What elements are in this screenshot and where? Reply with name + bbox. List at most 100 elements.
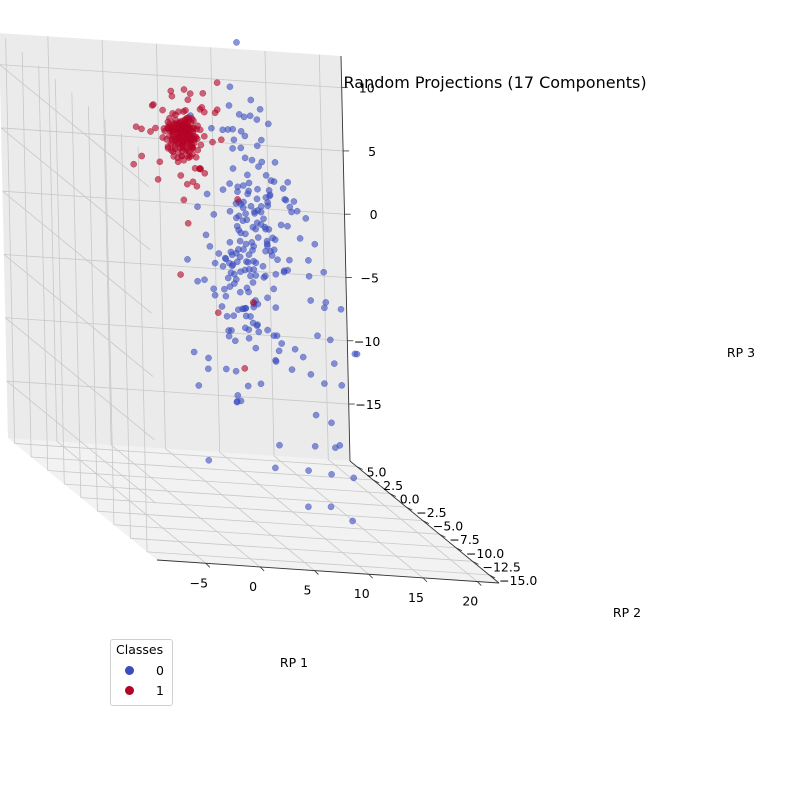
x-grid-back <box>101 39 112 445</box>
point-class-0 <box>241 154 249 162</box>
point-class-0 <box>232 249 240 257</box>
x-tick-mark <box>314 570 319 575</box>
point-class-0 <box>239 217 247 225</box>
y-tick-mark <box>389 493 396 497</box>
point-class-0 <box>218 303 226 310</box>
point-class-1 <box>138 125 145 133</box>
x-grid-back <box>210 47 221 453</box>
point-class-1 <box>156 158 164 166</box>
point-class-1 <box>193 182 201 190</box>
data-points <box>130 39 361 525</box>
point-class-1 <box>185 154 193 161</box>
point-class-0 <box>246 112 254 120</box>
point-class-0 <box>219 186 227 193</box>
point-class-0 <box>219 262 227 270</box>
y-tick-label: −15.0 <box>499 573 537 588</box>
point-class-0 <box>260 215 267 223</box>
z-tick-label: −15 <box>355 397 381 412</box>
point-class-0 <box>208 124 215 132</box>
point-class-1 <box>166 114 173 122</box>
x-tick-label: 10 <box>354 586 370 601</box>
point-class-0 <box>194 277 201 285</box>
y-tick-label: −10.0 <box>466 546 504 561</box>
x-grid-floor <box>165 448 315 571</box>
point-class-0 <box>271 159 279 166</box>
tick-labels: −5 0 5 10 15 20 −15.0−12.5−10.0−7.5−5.0−2.50.0… <box>190 81 538 609</box>
point-class-0 <box>302 215 310 222</box>
z-tick-label: −10 <box>354 334 380 349</box>
point-class-1 <box>194 122 201 130</box>
point-class-0 <box>296 235 304 242</box>
point-class-0 <box>237 144 245 152</box>
point-class-0 <box>327 503 335 511</box>
point-class-0 <box>253 116 261 123</box>
x-grid-floor <box>219 451 369 575</box>
point-class-0 <box>237 127 245 135</box>
point-class-0 <box>215 250 223 257</box>
point-class-0 <box>330 360 338 367</box>
point-class-0 <box>226 238 234 246</box>
point-class-0 <box>245 179 253 187</box>
point-class-1 <box>177 172 185 179</box>
legend-title: Classes <box>116 642 164 657</box>
point-class-0 <box>210 211 218 218</box>
point-class-0 <box>338 382 346 389</box>
x-tick-mark <box>477 581 482 586</box>
point-class-0 <box>299 353 307 361</box>
point-class-0 <box>262 172 270 179</box>
point-class-0 <box>249 223 257 231</box>
z-grid-left <box>5 317 155 441</box>
point-class-1 <box>164 124 171 131</box>
point-class-0 <box>225 327 233 334</box>
point-class-1 <box>174 120 182 127</box>
point-class-0 <box>320 268 328 276</box>
point-class-1 <box>194 146 202 154</box>
point-class-0 <box>312 411 320 419</box>
point-class-1 <box>192 153 200 161</box>
y-tick-mark <box>422 520 430 525</box>
point-class-1 <box>147 128 154 135</box>
y-tick-mark <box>372 479 380 484</box>
legend-label-1: 1 <box>156 682 164 698</box>
point-class-0 <box>253 195 261 203</box>
point-class-0 <box>262 194 270 201</box>
z-tick-label: 5 <box>368 144 376 159</box>
point-class-0 <box>291 345 299 353</box>
y-grid-floor <box>130 537 473 562</box>
point-class-0 <box>257 203 265 210</box>
point-class-0 <box>305 503 312 511</box>
z-axis-line <box>340 55 351 462</box>
z-grid-left <box>0 127 151 251</box>
point-class-1 <box>214 309 222 317</box>
point-class-0 <box>260 274 268 281</box>
y-grid-floor <box>80 497 423 522</box>
x-grid-back <box>318 54 329 460</box>
point-class-0 <box>233 39 240 46</box>
point-class-1 <box>198 104 206 111</box>
point-class-0 <box>256 105 264 113</box>
y-tick-label: −7.5 <box>449 532 479 547</box>
point-class-0 <box>244 190 252 198</box>
point-class-0 <box>264 202 272 210</box>
z-grid-back <box>2 190 345 215</box>
point-class-0 <box>205 456 213 464</box>
point-class-0 <box>248 156 256 164</box>
y-tick-mark <box>439 533 446 538</box>
point-class-0 <box>247 313 254 320</box>
x-axis-line <box>156 559 500 584</box>
point-class-0 <box>284 222 291 230</box>
y-tick-label: 0.0 <box>400 492 420 507</box>
point-class-0 <box>322 299 330 306</box>
point-class-0 <box>278 340 286 347</box>
point-class-1 <box>183 123 191 130</box>
point-class-0 <box>247 96 255 104</box>
y-tick-mark <box>356 466 363 470</box>
point-class-0 <box>293 207 301 215</box>
point-class-0 <box>194 203 201 211</box>
point-class-1 <box>168 92 176 100</box>
point-class-0 <box>259 262 267 270</box>
point-class-0 <box>272 464 279 472</box>
point-class-0 <box>236 237 244 245</box>
x-tick-label: 0 <box>249 579 257 594</box>
point-class-0 <box>311 442 319 450</box>
